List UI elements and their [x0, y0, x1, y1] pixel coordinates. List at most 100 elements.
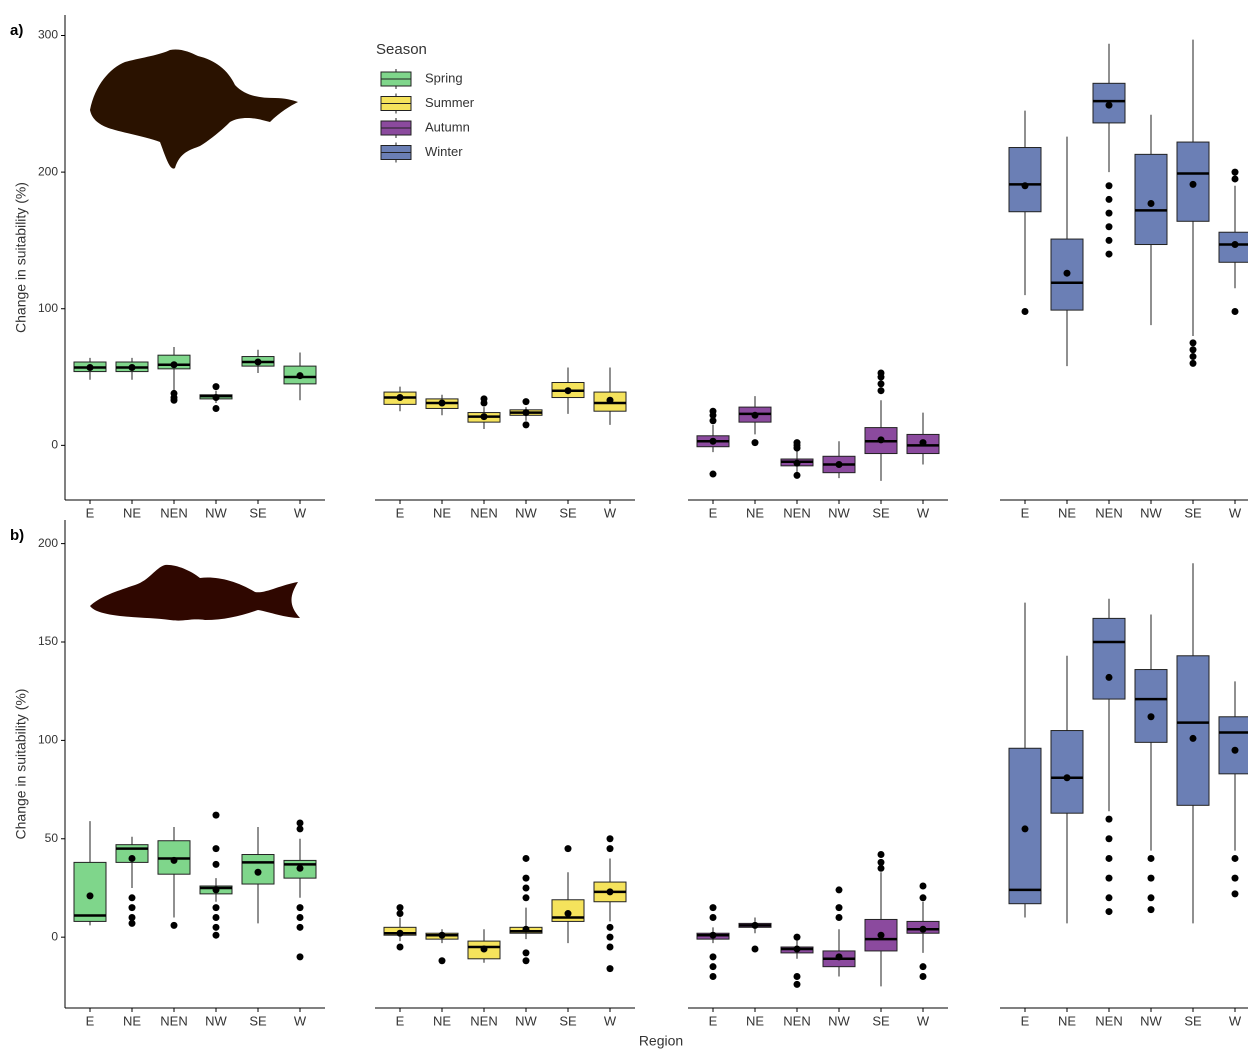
mean: [255, 869, 262, 876]
x-tick-label: SE: [1184, 505, 1202, 520]
outlier: [1106, 223, 1113, 230]
x-tick-label: NEN: [1095, 505, 1122, 520]
x-tick-label: NEN: [470, 505, 497, 520]
x-tick-label: E: [86, 505, 95, 520]
outlier: [878, 851, 885, 858]
outlier: [1106, 894, 1113, 901]
outlier: [607, 845, 614, 852]
mean: [710, 932, 717, 939]
mean: [129, 855, 136, 862]
mean: [1148, 713, 1155, 720]
box: [1093, 618, 1125, 699]
outlier: [607, 924, 614, 931]
outlier: [878, 380, 885, 387]
x-tick-label: E: [1021, 1013, 1030, 1028]
outlier: [481, 395, 488, 402]
outlier: [1148, 894, 1155, 901]
outlier: [213, 904, 220, 911]
x-tick-label: NW: [515, 1013, 537, 1028]
x-tick-label: E: [86, 1013, 95, 1028]
outlier: [710, 471, 717, 478]
outlier: [523, 855, 530, 862]
y-tick-label: 0: [51, 438, 58, 452]
x-tick-label: W: [917, 1013, 930, 1028]
x-tick-label: W: [1229, 1013, 1242, 1028]
y-tick-label: 100: [38, 733, 58, 747]
x-tick-label: W: [604, 1013, 617, 1028]
mean: [171, 361, 178, 368]
outlier: [213, 812, 220, 819]
outlier: [523, 398, 530, 405]
outlier: [794, 439, 801, 446]
x-tick-label: SE: [872, 1013, 890, 1028]
x-tick-label: NE: [1058, 505, 1076, 520]
outlier: [213, 845, 220, 852]
mean: [836, 461, 843, 468]
outlier: [523, 421, 530, 428]
mean: [255, 359, 262, 366]
x-tick-label: NW: [828, 1013, 850, 1028]
y-axis-label: Change in suitability (%): [13, 182, 29, 333]
x-tick-label: NE: [123, 505, 141, 520]
x-tick-label: W: [1229, 505, 1242, 520]
outlier: [523, 957, 530, 964]
x-tick-label: SE: [559, 505, 577, 520]
outlier: [397, 904, 404, 911]
x-tick-label: NW: [1140, 1013, 1162, 1028]
mean: [920, 926, 927, 933]
outlier: [878, 387, 885, 394]
mean: [752, 922, 759, 929]
outlier: [1190, 346, 1197, 353]
box: [74, 862, 106, 921]
mean: [565, 910, 572, 917]
x-tick-label: W: [604, 505, 617, 520]
x-tick-label: NEN: [783, 1013, 810, 1028]
outlier: [1148, 906, 1155, 913]
outlier: [1106, 908, 1113, 915]
figure: a)Change in suitability (%)0100200300ENE…: [0, 0, 1248, 1050]
mean: [481, 945, 488, 952]
outlier: [710, 914, 717, 921]
outlier: [213, 914, 220, 921]
legend-title: Season: [376, 41, 427, 58]
mean: [129, 364, 136, 371]
x-tick-label: E: [709, 505, 718, 520]
box: [1219, 717, 1248, 774]
x-tick-label: W: [294, 1013, 307, 1028]
outlier: [607, 965, 614, 972]
legend-label: Autumn: [425, 119, 470, 134]
outlier: [607, 934, 614, 941]
outlier: [1106, 835, 1113, 842]
outlier: [1232, 169, 1239, 176]
x-tick-label: E: [396, 1013, 405, 1028]
outlier: [794, 472, 801, 479]
outlier: [171, 390, 178, 397]
x-tick-label: NW: [828, 505, 850, 520]
x-tick-label: SE: [872, 505, 890, 520]
outlier: [752, 945, 759, 952]
y-tick-label: 0: [51, 929, 58, 943]
x-tick-label: NW: [1140, 505, 1162, 520]
mean: [523, 409, 530, 416]
legend-label: Spring: [425, 70, 463, 85]
outlier: [297, 904, 304, 911]
x-tick-label: NW: [205, 505, 227, 520]
x-tick-label: E: [396, 505, 405, 520]
mean: [836, 953, 843, 960]
x-axis-label: Region: [639, 1033, 683, 1049]
mean: [1190, 735, 1197, 742]
mean: [1232, 241, 1239, 248]
mean: [920, 439, 927, 446]
outlier: [836, 886, 843, 893]
outlier: [1106, 875, 1113, 882]
outlier: [1022, 308, 1029, 315]
outlier: [794, 981, 801, 988]
mean: [710, 438, 717, 445]
x-tick-label: SE: [249, 505, 267, 520]
mean: [878, 932, 885, 939]
outlier: [920, 973, 927, 980]
box: [1051, 731, 1083, 814]
mean: [1232, 747, 1239, 754]
outlier: [1190, 339, 1197, 346]
legend-label: Winter: [425, 144, 463, 159]
